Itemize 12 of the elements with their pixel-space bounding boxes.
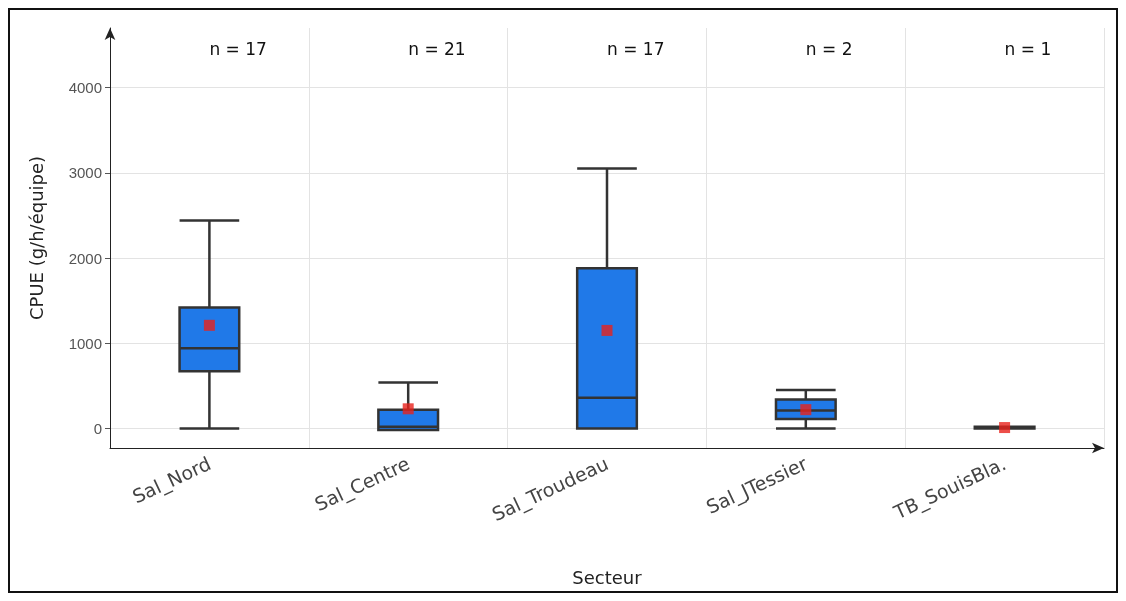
- y-tick-label: 1000: [68, 334, 102, 352]
- annotation: n = 17: [209, 38, 267, 59]
- y-tick-label: 3000: [68, 164, 102, 182]
- y-tick-label: 4000: [68, 79, 102, 97]
- annotation: n = 17: [607, 38, 665, 59]
- annotation: n = 21: [408, 38, 466, 59]
- y-tick-label: 2000: [68, 249, 102, 267]
- annotation: n = 1: [1004, 38, 1052, 59]
- x-axis-title: Secteur: [572, 566, 643, 588]
- y-tick-label: 0: [93, 419, 102, 437]
- y-axis-title: CPUE (g/h/équipe): [25, 155, 47, 321]
- annotation: n = 2: [805, 38, 853, 59]
